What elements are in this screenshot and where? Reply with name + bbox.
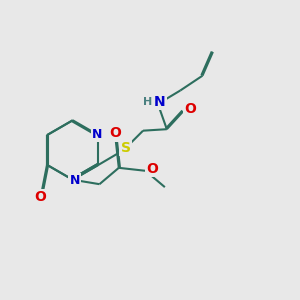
Text: S: S: [121, 141, 131, 155]
Text: O: O: [146, 162, 158, 176]
Text: H: H: [143, 97, 153, 107]
Text: O: O: [34, 190, 46, 204]
Text: O: O: [184, 102, 196, 116]
Text: N: N: [92, 128, 103, 141]
Text: N: N: [154, 95, 166, 109]
Text: N: N: [70, 174, 80, 187]
Text: O: O: [109, 126, 121, 140]
